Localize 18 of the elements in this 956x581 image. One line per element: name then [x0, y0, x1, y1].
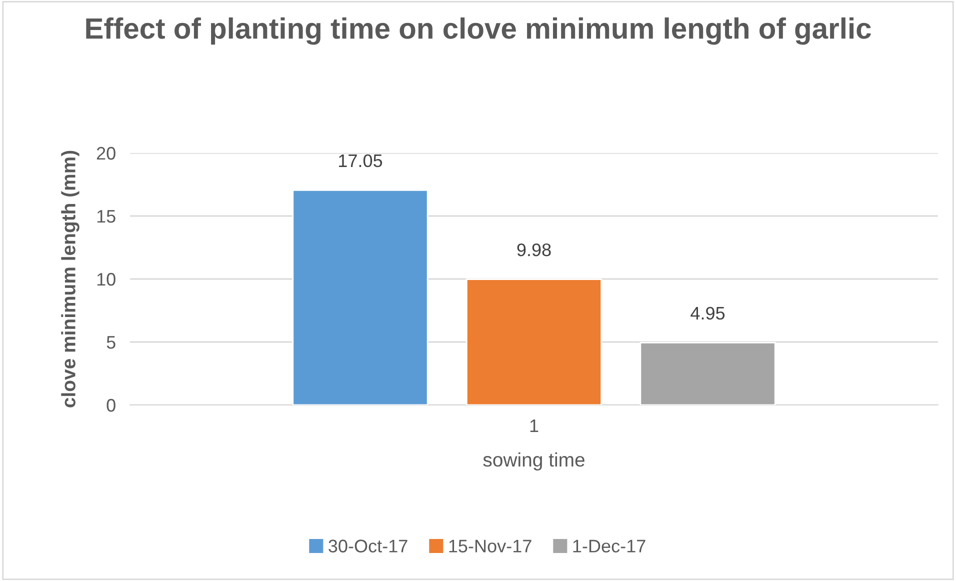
legend-label: 15-Nov-17	[449, 540, 532, 552]
y-tick-label: 15	[97, 210, 116, 223]
y-tick-label: 20	[96, 146, 116, 160]
bar	[640, 342, 776, 405]
data-label: 4.95	[690, 306, 725, 320]
y-tick-label: 5	[106, 336, 116, 349]
y-axis-title: clove minimum length (mm)	[61, 150, 80, 408]
legend-label: 1-Dec-17	[573, 540, 646, 552]
y-tick-label: 0	[106, 398, 116, 412]
x-tick-label: 1	[530, 420, 538, 432]
x-axis-title: sowing time	[483, 452, 584, 471]
bar	[292, 189, 428, 405]
legend-label: 30-Oct-17	[328, 540, 408, 552]
data-label: 9.98	[517, 243, 551, 256]
y-tick-label: 10	[97, 272, 116, 286]
data-label: 17.05	[339, 154, 382, 168]
chart-title: Effect of planting time on clove minimum length of garlic	[86, 17, 871, 45]
bar	[466, 278, 602, 405]
